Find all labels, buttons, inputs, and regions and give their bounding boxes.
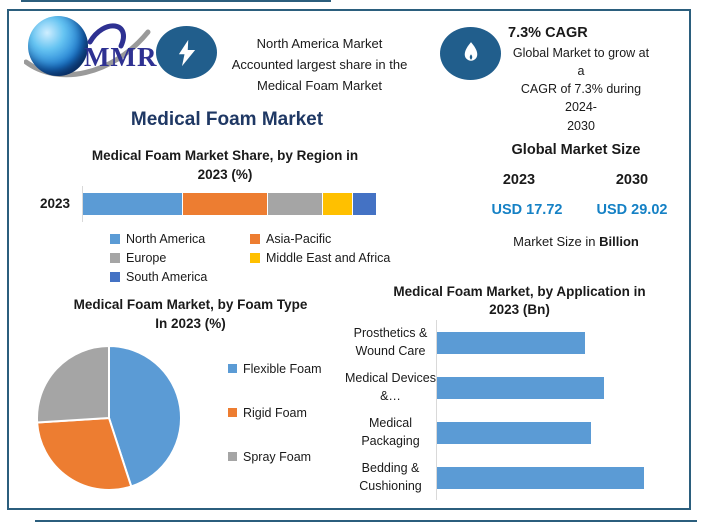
- region-bar-segment: [267, 193, 324, 215]
- cagr-line3: 2030: [567, 118, 595, 133]
- application-category-label: Medical Devices &…: [345, 371, 437, 403]
- application-chart-title: Medical Foam Market, by Application in 2…: [352, 283, 687, 319]
- page-title: Medical Foam Market: [130, 109, 324, 130]
- legend-swatch: [228, 408, 237, 417]
- legend-label: South America: [126, 269, 208, 284]
- logo-text: MMR: [84, 42, 158, 72]
- legend-item-rigid-foam: Rigid Foam: [228, 404, 348, 421]
- application-row: Medical Packaging: [345, 410, 685, 455]
- legend-swatch: [110, 233, 120, 244]
- region-legend: North America Asia-Pacific Europe Middle…: [110, 230, 410, 285]
- market-size-note: Market Size in Billion: [461, 234, 691, 249]
- market-size-note-prefix: Market Size in: [513, 234, 596, 249]
- cagr-body: Global Market to grow at a CAGR of 7.3% …: [508, 44, 654, 135]
- market-size-value-2030: USD 29.02: [596, 202, 668, 218]
- application-category-label: Bedding & Cushioning: [359, 461, 422, 493]
- region-bar-segment: [323, 193, 353, 215]
- foam-type-title-line1: Medical Foam Market, by Foam Type: [73, 297, 308, 312]
- cagr-banner: 7.3% CAGR Global Market to grow at a CAG…: [508, 25, 654, 135]
- infographic-border-frame: [7, 9, 691, 510]
- cagr-line1: Global Market to grow at a: [512, 46, 650, 79]
- legend-label: Rigid Foam: [243, 405, 307, 420]
- region-bar-segment: [182, 193, 268, 215]
- legend-item-europe: Europe: [110, 249, 250, 266]
- banner1-line1: North America Market: [256, 36, 383, 51]
- crop-artifact-line-top: [21, 0, 331, 2]
- foam-type-pie-wrap: [34, 343, 184, 493]
- legend-swatch: [250, 233, 260, 244]
- application-bar-track: [436, 320, 685, 365]
- application-row: Medical Devices &…: [345, 365, 685, 410]
- application-row: Bedding & Cushioning: [345, 455, 685, 500]
- market-size-year-2023: 2023: [502, 172, 536, 188]
- legend-label: Europe: [126, 250, 167, 265]
- flame-icon: [440, 27, 501, 80]
- pie-slice: [108, 345, 183, 488]
- application-title-line2: 2023 (Bn): [489, 302, 550, 318]
- region-chart-title-line2: 2023 (%): [197, 166, 253, 182]
- application-bar: [437, 421, 591, 444]
- legend-item-south-america: South America: [110, 268, 250, 285]
- cagr-title: 7.3% CAGR: [508, 25, 588, 41]
- legend-label: Middle East and Africa: [266, 250, 391, 265]
- application-chart-plot: Prosthetics & Wound Care Medical Devices…: [345, 320, 685, 500]
- market-size-year-2030: 2030: [615, 172, 649, 188]
- region-bar-segment: [83, 193, 183, 215]
- market-size-heading: Global Market Size: [511, 142, 641, 158]
- flame-glyph: [464, 41, 477, 61]
- legend-swatch: [228, 452, 237, 461]
- application-bar-track: [436, 365, 685, 410]
- banner-north-america: North America Market Accounted largest s…: [222, 33, 417, 96]
- foam-type-title-line2: In 2023 (%): [155, 315, 226, 331]
- legend-item-north-america: North America: [110, 230, 250, 247]
- application-bar: [437, 376, 605, 399]
- legend-label: North America: [126, 231, 206, 246]
- legend-label: Flexible Foam: [243, 361, 322, 376]
- legend-item-asia-pacific: Asia-Pacific: [250, 230, 410, 247]
- application-row: Prosthetics & Wound Care: [345, 320, 685, 365]
- application-bar-track: [436, 410, 685, 455]
- legend-swatch: [228, 364, 237, 373]
- lightning-bolt-glyph: [178, 39, 195, 66]
- legend-swatch: [250, 252, 260, 263]
- application-category-label: Medical Packaging: [361, 416, 420, 448]
- crop-artifact-line-bottom: [35, 520, 697, 522]
- lightning-icon: [156, 26, 217, 79]
- region-axis-label: 2023: [39, 196, 70, 211]
- application-bar: [437, 331, 586, 354]
- mmr-logo: MMR: [24, 10, 164, 92]
- foam-type-legend: Flexible Foam Rigid Foam Spray Foam: [228, 360, 348, 492]
- application-category-label: Prosthetics & Wound Care: [353, 326, 428, 358]
- foam-type-pie: [36, 345, 183, 491]
- region-chart-title: Medical Foam Market Share, by Region in …: [70, 147, 380, 184]
- application-title-line1: Medical Foam Market, by Application in: [393, 284, 646, 299]
- flame-icon-inner: [469, 53, 472, 60]
- application-bar-track: [436, 455, 685, 500]
- legend-swatch: [110, 271, 120, 282]
- legend-item-spray-foam: Spray Foam: [228, 448, 348, 465]
- region-bar-segment: [352, 193, 376, 215]
- market-size-note-unit: Billion: [599, 234, 639, 249]
- banner1-line2: Accounted largest share in the: [231, 57, 408, 73]
- region-chart-plot: [82, 186, 377, 222]
- legend-item-flexible-foam: Flexible Foam: [228, 360, 348, 377]
- legend-item-middle-east-africa: Middle East and Africa: [250, 249, 410, 266]
- banner1-line3: Medical Foam Market: [257, 78, 382, 94]
- pie-slice: [36, 345, 110, 424]
- market-size-value-2023: USD 17.72: [491, 202, 563, 218]
- application-bar: [437, 466, 644, 489]
- legend-swatch: [110, 252, 120, 263]
- globe-icon: [28, 16, 88, 76]
- cagr-line2: CAGR of 7.3% during 2024-: [520, 82, 642, 115]
- legend-label: Asia-Pacific: [266, 231, 332, 246]
- foam-type-chart-title: Medical Foam Market, by Foam Type In 202…: [38, 296, 343, 334]
- region-chart-title-line1: Medical Foam Market Share, by Region in: [91, 148, 359, 163]
- region-stacked-bar: [83, 193, 376, 215]
- legend-label: Spray Foam: [243, 449, 312, 464]
- pie-slice: [36, 417, 133, 491]
